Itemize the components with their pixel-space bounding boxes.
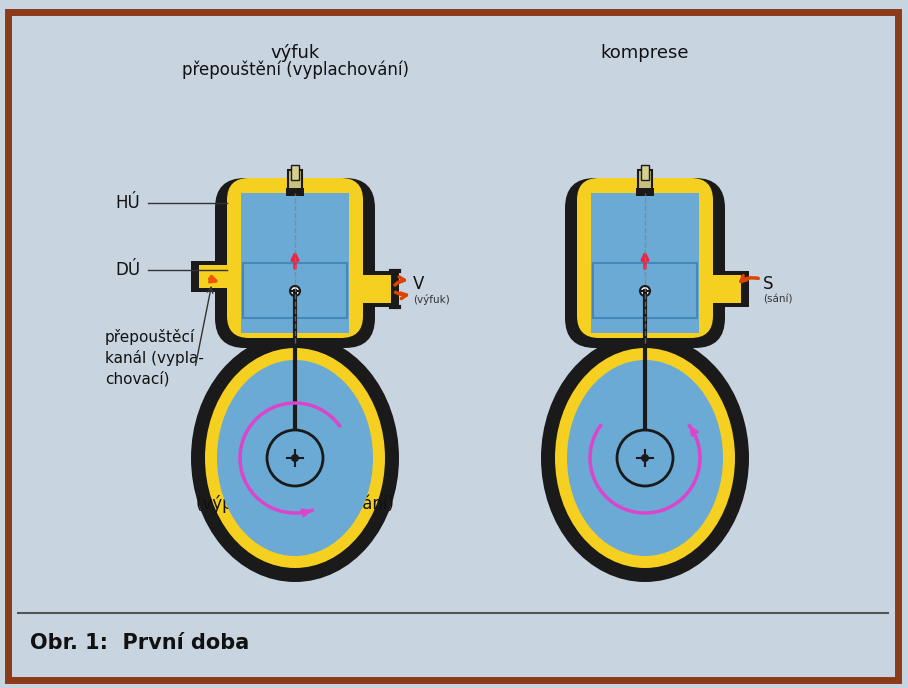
Bar bbox=[638, 170, 652, 190]
FancyBboxPatch shape bbox=[565, 178, 725, 348]
Text: S: S bbox=[763, 275, 774, 293]
Bar bbox=[591, 193, 699, 333]
FancyBboxPatch shape bbox=[243, 263, 347, 318]
Text: přepouštění (vyplachování): přepouštění (vyplachování) bbox=[182, 61, 409, 79]
Bar bbox=[636, 188, 654, 196]
FancyBboxPatch shape bbox=[8, 12, 898, 680]
Ellipse shape bbox=[205, 348, 385, 568]
Text: (přepouštění): (přepouštění) bbox=[240, 241, 311, 252]
Text: V: V bbox=[413, 275, 424, 293]
Text: P: P bbox=[270, 224, 280, 242]
FancyBboxPatch shape bbox=[577, 178, 713, 338]
Text: HÚ: HÚ bbox=[115, 194, 140, 212]
Bar bbox=[363, 275, 391, 303]
FancyBboxPatch shape bbox=[593, 263, 697, 318]
Ellipse shape bbox=[191, 334, 399, 582]
FancyBboxPatch shape bbox=[227, 178, 363, 338]
Ellipse shape bbox=[541, 334, 749, 582]
Text: podtlak ve skříni
sání: podtlak ve skříni sání bbox=[576, 473, 714, 513]
Bar bbox=[713, 275, 741, 303]
Bar bbox=[241, 193, 349, 333]
Ellipse shape bbox=[567, 360, 723, 556]
Circle shape bbox=[641, 454, 649, 462]
Bar bbox=[288, 170, 302, 190]
Bar bbox=[641, 165, 649, 180]
FancyBboxPatch shape bbox=[215, 178, 375, 348]
Text: výfuk: výfuk bbox=[271, 44, 320, 62]
Text: přepouštěcí
kanál (vypla-
chovací): přepouštěcí kanál (vypla- chovací) bbox=[105, 329, 204, 387]
Bar bbox=[199, 265, 227, 288]
Text: (výfuk): (výfuk) bbox=[413, 294, 449, 305]
Text: Obr. 1:  První doba: Obr. 1: První doba bbox=[30, 633, 250, 653]
Circle shape bbox=[290, 286, 300, 296]
Text: (sání): (sání) bbox=[763, 294, 793, 304]
Ellipse shape bbox=[555, 348, 735, 568]
Bar bbox=[286, 188, 304, 196]
Bar bbox=[713, 271, 749, 307]
Circle shape bbox=[291, 454, 299, 462]
Ellipse shape bbox=[217, 360, 373, 556]
Bar bbox=[291, 165, 299, 180]
Circle shape bbox=[640, 286, 650, 296]
Text: komprese: komprese bbox=[601, 44, 689, 62]
Bar bbox=[191, 261, 227, 292]
Text: přepouštění
(výplach, vyplachování): přepouštění (výplach, vyplachování) bbox=[196, 473, 394, 513]
Text: DÚ: DÚ bbox=[115, 261, 140, 279]
Bar bbox=[363, 271, 399, 307]
